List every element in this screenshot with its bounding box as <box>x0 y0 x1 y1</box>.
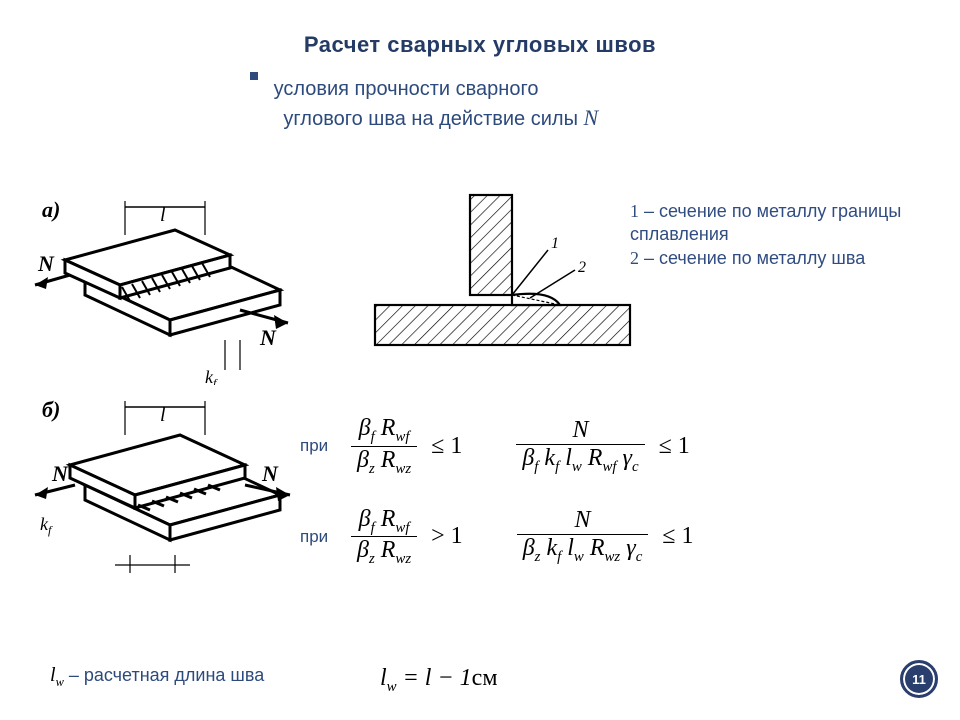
footnote: lw – расчетная длина шва <box>50 664 264 690</box>
svg-text:l: l <box>160 404 166 426</box>
svg-text:l: l <box>160 204 166 226</box>
page-number-badge: 11 <box>900 660 938 698</box>
svg-text:kf: kf <box>205 367 218 385</box>
page-title: Расчет сварных угловых швов <box>0 0 960 58</box>
formula1-rhs-comp: ≤ 1 <box>659 433 690 460</box>
legend-1-num: 1 <box>630 201 639 221</box>
diagram-section: 1 2 <box>365 190 645 360</box>
diagram-b: б) l N N kf <box>30 395 300 585</box>
formula1-lhs: βf Rwf βz Rwz <box>351 415 417 478</box>
bottom-formula: lw = l − 1см <box>380 665 498 696</box>
legend: 1 – сечение по металлу границы сплавлени… <box>630 200 920 270</box>
svg-text:а): а) <box>42 197 60 222</box>
pri-2: при <box>300 528 345 547</box>
diagram-a: а) l N N kf <box>30 195 300 385</box>
equation-row-2: при βf Rwf βz Rwz > 1 N βz kf lw Rwz γc … <box>300 506 920 569</box>
svg-text:1: 1 <box>551 235 559 252</box>
formula1-comp: ≤ 1 <box>431 433 462 460</box>
equation-row-1: при βf Rwf βz Rwz ≤ 1 N βf kf lw Rwf γc … <box>300 415 920 478</box>
svg-text:б): б) <box>42 397 60 422</box>
legend-2-num: 2 <box>630 248 639 268</box>
svg-text:kf: kf <box>40 514 53 537</box>
svg-text:N: N <box>51 461 69 486</box>
pri-1: при <box>300 437 345 456</box>
legend-2-text: – сечение по металлу шва <box>639 248 865 268</box>
formula2-lhs: βf Rwf βz Rwz <box>351 506 417 569</box>
svg-text:N: N <box>37 251 55 276</box>
subtitle-line2: углового шва на действие силы <box>283 108 578 130</box>
formula2-rhs: N βz kf lw Rwz γc <box>517 507 649 566</box>
equation-zone: при βf Rwf βz Rwz ≤ 1 N βf kf lw Rwf γc … <box>300 415 920 596</box>
legend-1-text: – сечение по металлу границы сплавления <box>630 201 901 244</box>
svg-text:N: N <box>259 325 277 350</box>
svg-text:2: 2 <box>578 259 586 276</box>
formula2-rhs-comp: ≤ 1 <box>662 523 693 550</box>
subtitle-line1: условия прочности сварного <box>274 78 539 100</box>
bullet-icon <box>250 72 258 80</box>
svg-text:N: N <box>261 461 279 486</box>
force-symbol: N <box>584 105 599 130</box>
footnote-text: – расчетная длина шва <box>69 665 264 685</box>
subtitle: условия прочности сварного углового шва … <box>250 76 960 133</box>
formula1-rhs: N βf kf lw Rwf γc <box>516 417 644 476</box>
formula2-comp: > 1 <box>431 523 463 550</box>
